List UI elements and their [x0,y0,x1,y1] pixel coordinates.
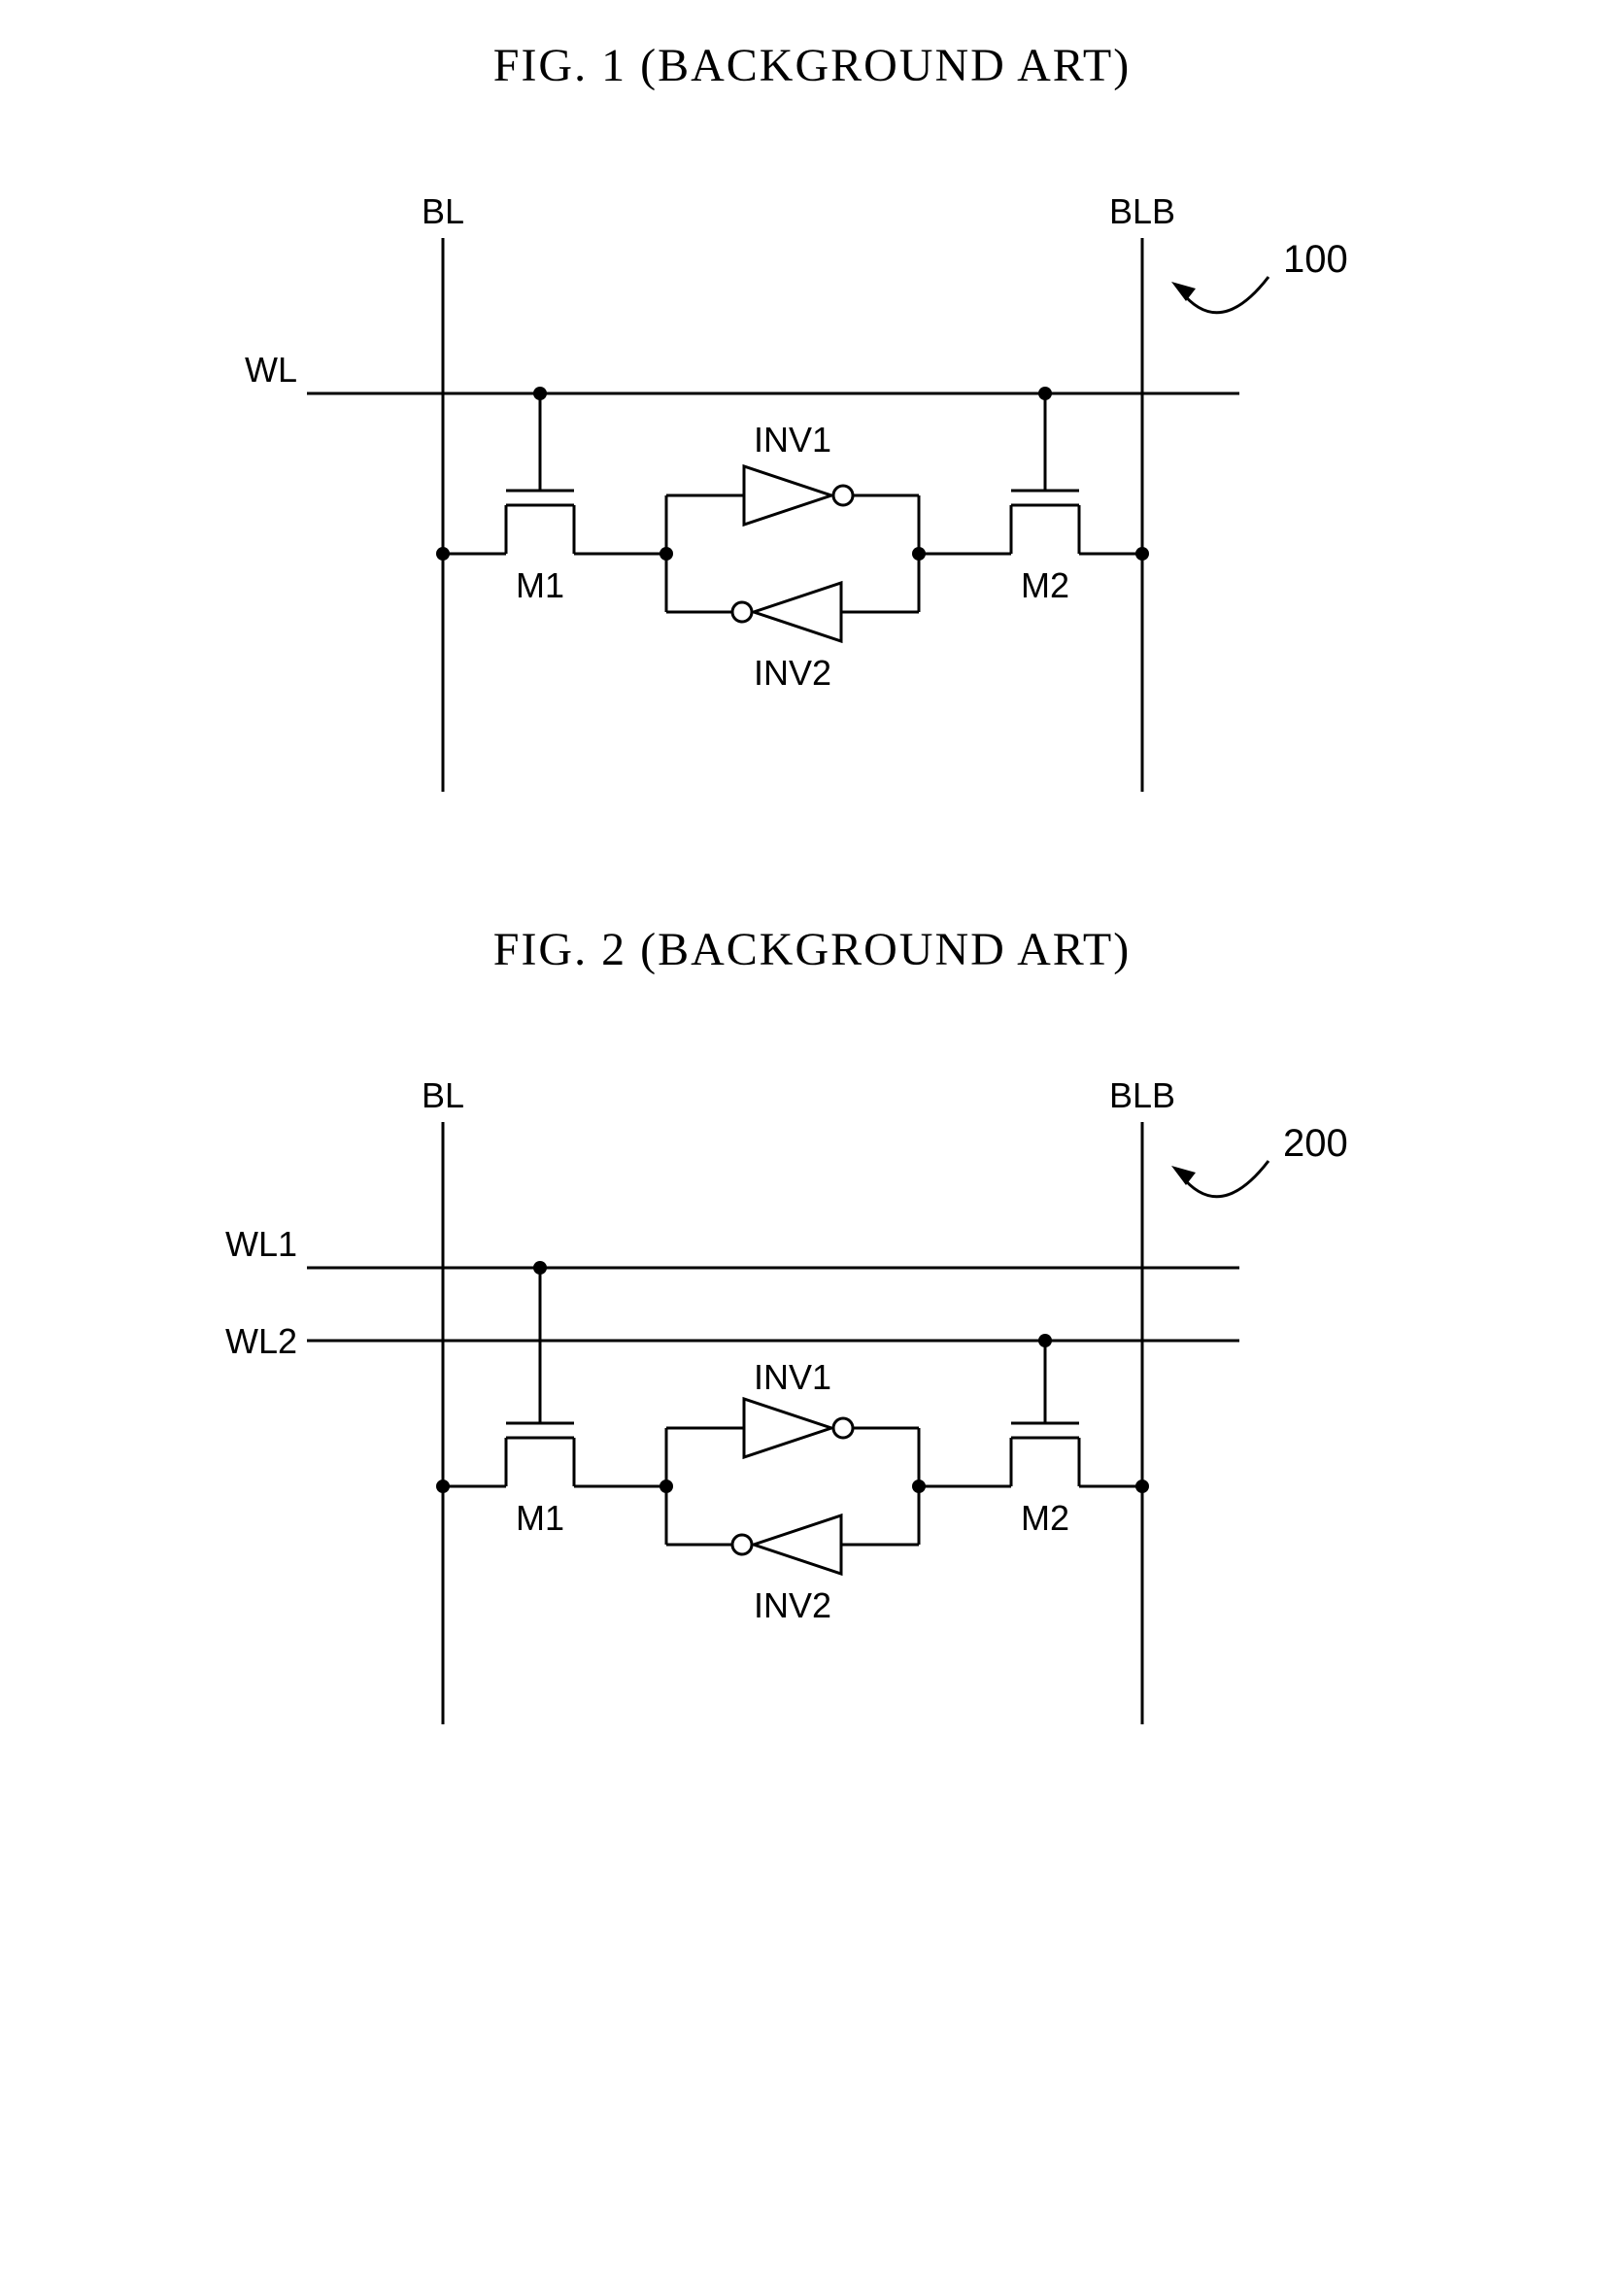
label-inv2: INV2 [754,1585,831,1625]
figure-1: FIG. 1 (BACKGROUND ART) [0,39,1624,806]
inverter-inv1 [666,1399,919,1486]
node-dot [1135,547,1149,561]
transistor-m1 [506,491,574,554]
inverter-inv2 [666,1486,919,1574]
label-inv1: INV1 [754,1357,831,1397]
node-dot [436,1480,450,1493]
figure-1-diagram: BL BLB WL INV1 INV2 M1 M2 100 [181,170,1443,806]
label-blb: BLB [1109,191,1175,231]
label-ref200: 200 [1283,1122,1348,1165]
label-blb: BLB [1109,1075,1175,1115]
label-inv2: INV2 [754,653,831,693]
label-m2: M2 [1021,565,1069,605]
figure-1-title: FIG. 1 (BACKGROUND ART) [0,39,1624,92]
figure-2: FIG. 2 (BACKGROUND ART) [0,923,1624,1739]
label-ref100: 100 [1283,238,1348,281]
label-m2: M2 [1021,1498,1069,1538]
transistor-m1 [506,1423,574,1486]
transistor-m2 [1011,491,1079,554]
ref-leader-100 [1171,277,1269,313]
transistor-m2 [1011,1423,1079,1486]
label-wl: WL [245,350,297,390]
inverter-inv1 [666,466,919,554]
label-wl1: WL1 [225,1224,297,1264]
label-inv1: INV1 [754,420,831,459]
label-bl: BL [422,191,464,231]
label-wl2: WL2 [225,1321,297,1361]
label-m1: M1 [516,1498,564,1538]
inverter-inv2 [666,554,919,641]
figure-2-diagram: BL BLB WL1 WL2 INV1 INV2 M1 M2 200 [181,1054,1443,1739]
label-bl: BL [422,1075,464,1115]
label-m1: M1 [516,565,564,605]
ref-leader-200 [1171,1161,1269,1197]
node-dot [1135,1480,1149,1493]
node-dot [436,547,450,561]
figure-2-title: FIG. 2 (BACKGROUND ART) [0,923,1624,976]
